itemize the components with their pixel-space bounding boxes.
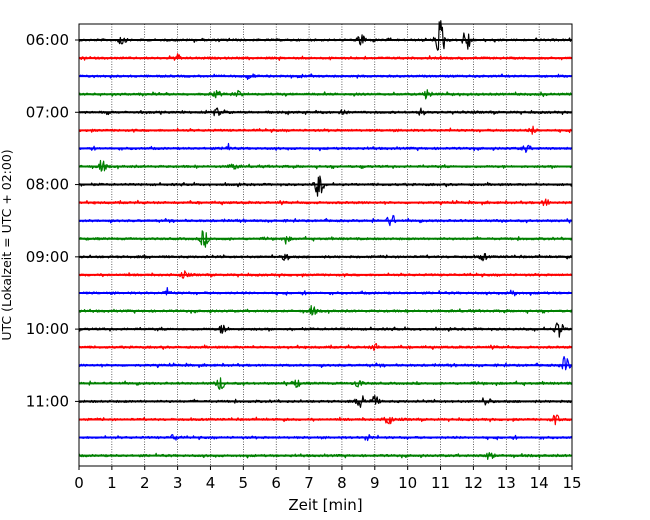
x-tick-label: 15 (562, 474, 581, 492)
x-tick-label: 2 (140, 474, 150, 492)
plot-area (79, 24, 572, 466)
x-axis: 0 1 2 3 4 5 6 7 8 9 10 11 12 13 14 15 (74, 466, 582, 492)
seismogram-traces (78, 20, 573, 460)
x-tick-label: 0 (74, 474, 84, 492)
x-tick-label: 9 (370, 474, 380, 492)
y-axis: 06:00 07:00 08:00 09:00 10:00 11:00 (26, 31, 79, 410)
x-tick-label: 3 (173, 474, 183, 492)
x-gridlines (111, 24, 540, 466)
plot-frame (78, 23, 573, 467)
y-tick-label: 08:00 (26, 176, 69, 194)
x-tick-label: 10 (398, 474, 417, 492)
x-axis-title: Zeit [min] (288, 496, 362, 514)
x-tick-label: 5 (239, 474, 249, 492)
y-tick-label: 10:00 (26, 320, 69, 338)
y-tick-label: 11:00 (26, 392, 69, 410)
x-tick-label: 8 (337, 474, 347, 492)
x-tick-label: 7 (304, 474, 314, 492)
x-tick-label: 12 (464, 474, 483, 492)
y-tick-label: 07:00 (26, 103, 69, 121)
x-tick-label: 6 (271, 474, 281, 492)
x-tick-label: 14 (530, 474, 549, 492)
x-tick-label: 11 (431, 474, 450, 492)
y-axis-title: UTC (Lokalzeit = UTC + 02:00) (0, 149, 14, 340)
x-tick-label: 4 (206, 474, 216, 492)
y-tick-label: 09:00 (26, 248, 69, 266)
y-tick-label: 06:00 (26, 31, 69, 49)
x-tick-label: 1 (107, 474, 117, 492)
x-tick-label: 13 (497, 474, 516, 492)
